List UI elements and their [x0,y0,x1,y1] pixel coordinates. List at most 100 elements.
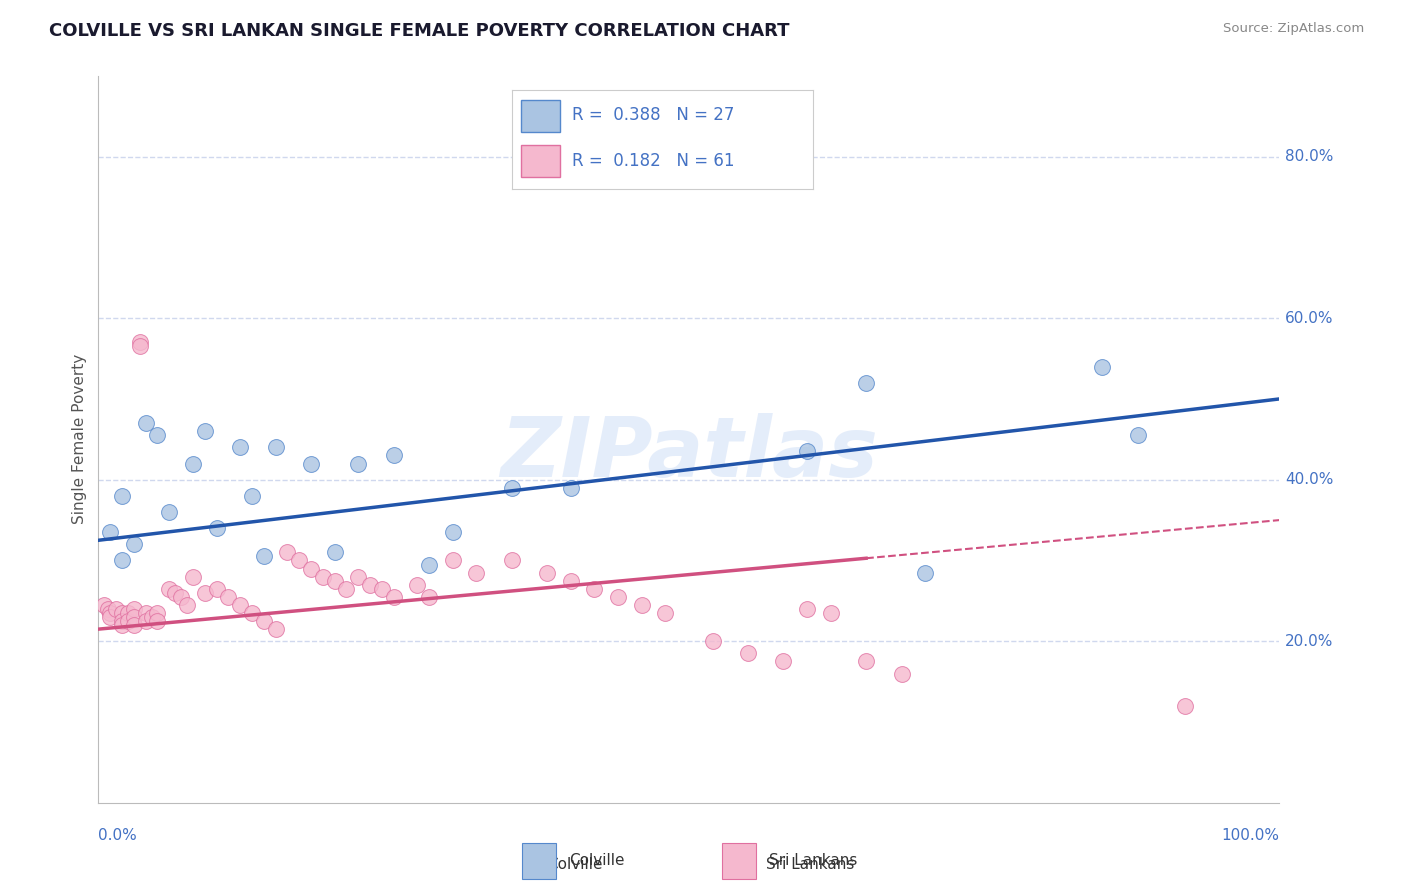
Point [630,598,652,612]
Point [165,586,187,600]
Point [264,441,287,455]
Point [702,634,724,648]
Point [217,590,239,604]
Point [128,335,150,350]
Point [135,614,157,628]
Point [170,590,193,604]
Text: 100.0%: 100.0% [1222,829,1279,843]
Point [772,655,794,669]
Point [418,558,440,572]
Point [323,545,346,559]
Point [560,481,582,495]
Text: 80.0%: 80.0% [1285,149,1334,164]
Point [465,566,488,580]
Point [855,655,877,669]
Point [323,574,346,588]
Point [111,553,134,567]
Point [105,602,128,616]
Point [796,602,818,616]
Point [253,614,276,628]
Point [607,590,630,604]
Point [1174,698,1197,713]
Point [371,582,394,596]
Point [276,545,298,559]
Point [1126,428,1149,442]
Point [122,610,145,624]
Text: 0.0%: 0.0% [98,829,138,843]
Point [560,574,582,588]
Point [441,525,464,540]
Text: Colville: Colville [547,857,603,872]
Point [501,481,523,495]
Point [536,566,558,580]
Text: 20.0%: 20.0% [1285,633,1334,648]
Text: 60.0%: 60.0% [1285,310,1334,326]
Point [347,569,370,583]
Point [501,553,523,567]
Point [181,457,204,471]
Point [93,598,115,612]
Text: ZIPatlas: ZIPatlas [501,413,877,494]
Text: Source: ZipAtlas.com: Source: ZipAtlas.com [1223,22,1364,36]
Point [157,505,180,519]
Point [122,618,145,632]
Point [229,441,252,455]
Point [146,606,169,620]
Point [111,606,134,620]
Point [1091,359,1114,374]
Point [146,428,169,442]
Point [406,578,429,592]
Point [418,590,440,604]
Text: Sri Lankans: Sri Lankans [766,857,853,872]
Point [111,489,134,503]
Point [205,582,228,596]
Point [890,666,912,681]
Point [97,602,120,616]
Point [98,610,121,624]
Point [382,449,405,463]
Text: COLVILLE VS SRI LANKAN SINGLE FEMALE POVERTY CORRELATION CHART: COLVILLE VS SRI LANKAN SINGLE FEMALE POV… [49,22,790,40]
Point [359,578,381,592]
Point [135,606,157,620]
Text: 40.0%: 40.0% [1285,472,1334,487]
Point [654,606,676,620]
Point [176,598,198,612]
Point [135,416,157,430]
Point [117,614,139,628]
Point [264,622,287,636]
Point [583,582,606,596]
Point [240,489,263,503]
Point [111,614,134,628]
Point [194,424,217,438]
Point [796,444,818,458]
Point [98,525,121,540]
Point [205,521,228,535]
Point [146,614,169,628]
Point [382,590,405,604]
Point [229,598,252,612]
Point [240,606,263,620]
Y-axis label: Single Female Poverty: Single Female Poverty [72,354,87,524]
Point [737,646,759,660]
Point [347,457,370,471]
Point [194,586,217,600]
Point [335,582,357,596]
Point [128,339,150,353]
Point [441,553,464,567]
Point [914,566,936,580]
Point [141,610,163,624]
Point [253,549,276,564]
Point [117,606,139,620]
Point [299,457,322,471]
Point [98,606,121,620]
Point [122,537,145,551]
Point [855,376,877,390]
Point [122,602,145,616]
Point [312,569,335,583]
Point [181,569,204,583]
Point [288,553,311,567]
Point [157,582,180,596]
Point [111,618,134,632]
Point [820,606,842,620]
Point [299,561,322,575]
